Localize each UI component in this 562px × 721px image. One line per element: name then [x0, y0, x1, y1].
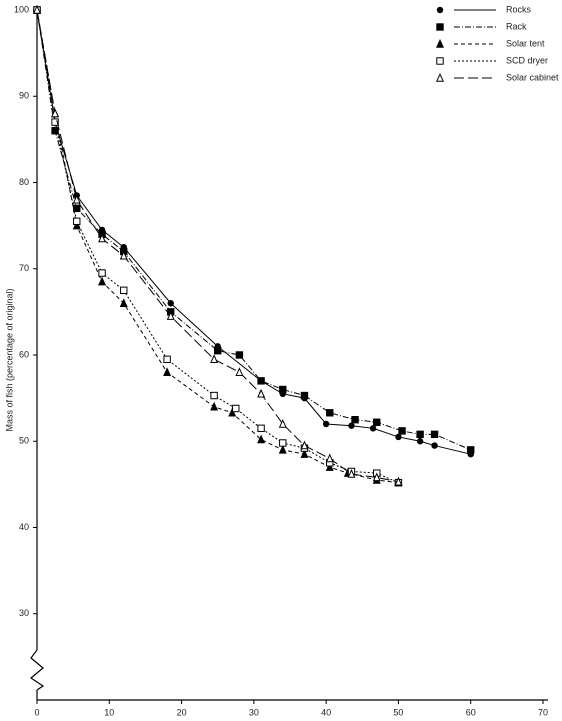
data-point: [416, 438, 424, 445]
data-point: [257, 424, 265, 433]
data-point: [373, 418, 381, 426]
data-point: [163, 355, 171, 364]
data-point: [163, 367, 172, 376]
legend-label: SCD dryer: [506, 55, 548, 65]
data-point: [278, 444, 287, 454]
series-line: [36, 9, 399, 483]
x-tick-label: 30: [249, 707, 259, 717]
data-point: [257, 388, 266, 398]
data-point: [72, 220, 81, 230]
y-tick-label: 60: [19, 349, 29, 359]
data-point: [210, 354, 219, 364]
data-point: [351, 415, 359, 424]
data-point: [395, 433, 402, 441]
data-point: [278, 418, 287, 428]
data-point: [279, 385, 287, 394]
y-axis-label: Mass of fish (percentage of original): [4, 288, 14, 431]
data-point: [279, 439, 287, 447]
data-point: [98, 276, 107, 286]
data-point: [467, 446, 475, 454]
data-point: [235, 367, 244, 376]
data-point: [394, 476, 403, 486]
data-point: [430, 430, 439, 439]
x-tick-label: 60: [466, 707, 476, 717]
data-point: [73, 217, 81, 226]
data-point: [232, 404, 240, 413]
data-point: [210, 401, 219, 411]
data-point: [119, 250, 128, 260]
data-point: [372, 472, 381, 482]
legend-label: Rack: [506, 21, 527, 31]
data-point: [98, 233, 107, 243]
data-point: [98, 269, 106, 277]
data-point: [325, 453, 334, 463]
data-point: [257, 377, 265, 385]
data-point: [214, 346, 222, 355]
x-tick-label: 50: [393, 707, 403, 717]
data-point: [72, 194, 81, 204]
y-tick-label: 50: [19, 436, 29, 446]
data-point: [33, 4, 41, 14]
y-tick-label: 30: [19, 608, 29, 618]
series-line: [36, 9, 471, 451]
x-tick-label: 40: [321, 707, 331, 717]
y-tick-label: 90: [19, 91, 29, 101]
data-point: [326, 409, 334, 417]
data-point: [416, 430, 424, 439]
legend-marker: [436, 57, 444, 65]
data-point: [51, 108, 60, 118]
series-line: [36, 9, 399, 484]
x-tick-label: 20: [177, 707, 187, 717]
data-point: [369, 425, 377, 432]
legend-marker: [436, 23, 444, 31]
x-tick-label: 70: [538, 707, 548, 717]
legend-label: Solar cabinet: [506, 72, 559, 82]
data-point: [431, 442, 438, 449]
data-point: [347, 469, 356, 478]
x-tick-label: 0: [34, 707, 39, 717]
series-line: [36, 9, 399, 484]
axis-break: [29, 649, 45, 691]
legend-label: Rocks: [506, 4, 532, 14]
y-tick-label: 40: [19, 522, 29, 532]
y-tick-label: 70: [19, 263, 29, 273]
data-point: [322, 420, 330, 428]
data-point: [210, 391, 218, 400]
y-tick-label: 100: [14, 4, 29, 14]
legend-marker: [436, 38, 444, 48]
data-point: [257, 434, 266, 444]
data-point: [228, 407, 237, 417]
data-point: [166, 311, 175, 320]
legend-marker: [436, 72, 444, 82]
data-point: [119, 298, 128, 307]
legend-label: Solar tent: [506, 38, 545, 48]
data-point: [325, 462, 334, 471]
x-tick-label: 10: [104, 707, 114, 717]
data-point: [167, 300, 174, 307]
y-tick-label: 80: [19, 177, 29, 187]
data-point: [300, 449, 309, 458]
data-point: [300, 391, 309, 400]
data-point: [300, 440, 309, 450]
data-point: [348, 422, 355, 429]
data-point: [235, 351, 244, 359]
legend-marker: [436, 6, 444, 14]
data-point: [120, 286, 128, 295]
data-point: [51, 118, 59, 126]
data-point: [398, 427, 406, 435]
